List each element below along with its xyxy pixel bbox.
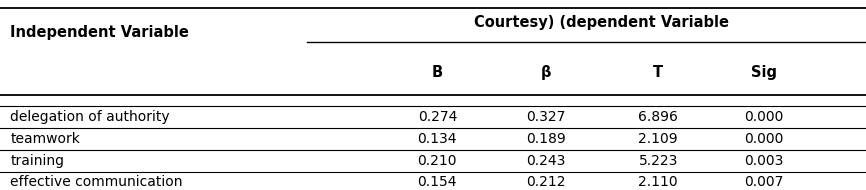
Text: 0.003: 0.003 bbox=[745, 154, 784, 168]
Text: 0.274: 0.274 bbox=[417, 110, 457, 124]
Text: Sig: Sig bbox=[751, 65, 778, 80]
Text: T: T bbox=[653, 65, 663, 80]
Text: B: B bbox=[432, 65, 443, 80]
Text: Courtesy) ​(dependent Variable: Courtesy) ​(dependent Variable bbox=[475, 15, 729, 30]
Text: delegation of authority: delegation of authority bbox=[10, 110, 170, 124]
Text: 0.212: 0.212 bbox=[526, 175, 565, 189]
Text: 0.007: 0.007 bbox=[745, 175, 784, 189]
Text: 2.110: 2.110 bbox=[638, 175, 678, 189]
Text: β: β bbox=[540, 65, 551, 80]
Text: 0.189: 0.189 bbox=[526, 132, 565, 146]
Text: 5.223: 5.223 bbox=[638, 154, 678, 168]
Text: 0.154: 0.154 bbox=[417, 175, 457, 189]
Text: Independent Variable: Independent Variable bbox=[10, 25, 190, 40]
Text: 2.109: 2.109 bbox=[638, 132, 678, 146]
Text: effective communication: effective communication bbox=[10, 175, 183, 189]
Text: 6.896: 6.896 bbox=[638, 110, 678, 124]
Text: 0.327: 0.327 bbox=[526, 110, 565, 124]
Text: 0.210: 0.210 bbox=[417, 154, 457, 168]
Text: 0.000: 0.000 bbox=[745, 110, 784, 124]
Text: 0.134: 0.134 bbox=[417, 132, 457, 146]
Text: teamwork: teamwork bbox=[10, 132, 81, 146]
Text: training: training bbox=[10, 154, 64, 168]
Text: 0.000: 0.000 bbox=[745, 132, 784, 146]
Text: 0.243: 0.243 bbox=[526, 154, 565, 168]
